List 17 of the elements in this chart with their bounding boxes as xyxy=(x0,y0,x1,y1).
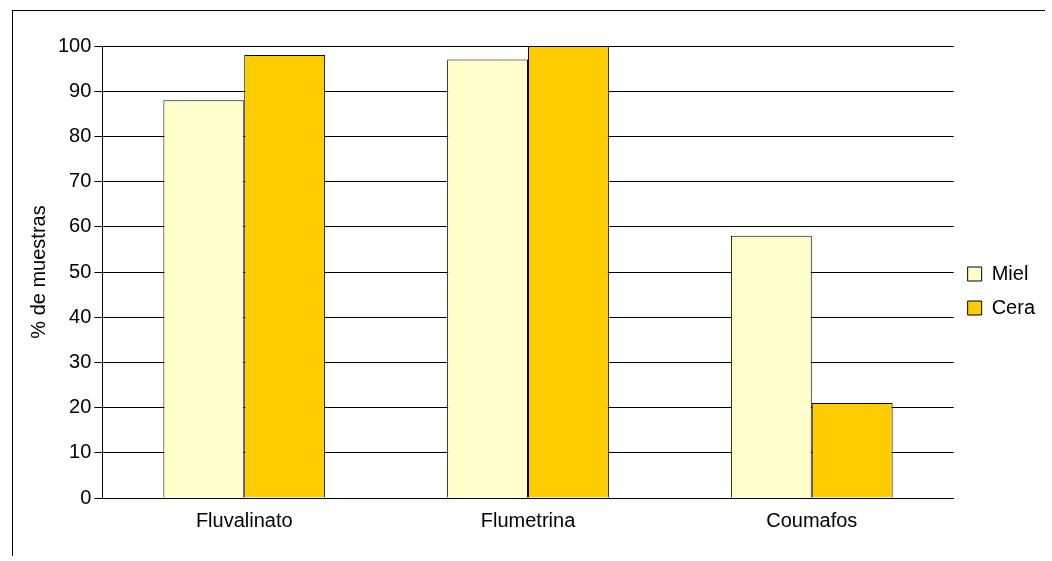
y-tick-label: 40 xyxy=(69,304,92,327)
y-tick-label: 10 xyxy=(69,440,92,463)
x-tick-label: Fluvalinato xyxy=(195,508,293,531)
y-tick-label: 70 xyxy=(69,169,92,192)
y-tick-label: 30 xyxy=(69,349,92,372)
y-tick-label: 100 xyxy=(57,33,92,56)
y-tick-label: 20 xyxy=(69,395,92,418)
legend-label: Miel xyxy=(991,261,1029,284)
y-tick-label: 90 xyxy=(69,78,92,101)
x-tick-label: Flumetrina xyxy=(480,508,577,531)
y-tick-label: 60 xyxy=(69,214,92,237)
y-axis-title: % de muestras xyxy=(26,205,49,339)
x-tick-label: Coumafos xyxy=(766,508,858,531)
y-tick-label: 80 xyxy=(69,123,92,146)
y-tick-label: 0 xyxy=(80,485,92,508)
y-tick-label: 50 xyxy=(69,259,92,282)
legend-label: Cera xyxy=(991,295,1036,318)
